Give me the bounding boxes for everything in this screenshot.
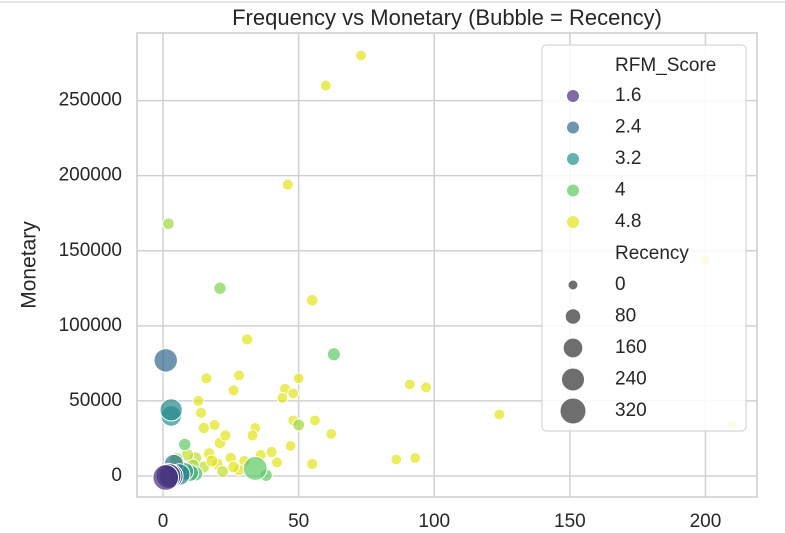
legend-label: 4	[615, 180, 626, 201]
legend-label: 4.8	[615, 211, 641, 232]
legend-swatch	[566, 215, 580, 229]
bubble	[152, 464, 180, 491]
legend-label: 80	[615, 306, 636, 327]
bubble	[200, 372, 213, 385]
legend-box	[541, 44, 747, 432]
legend-swatch	[566, 89, 580, 103]
legend-label: 240	[615, 369, 647, 390]
bubble	[265, 445, 278, 459]
x-tick-label: 200	[690, 511, 722, 532]
legend-label: 0	[615, 274, 626, 295]
legend-title: RFM_Score	[615, 55, 716, 76]
x-tick-label: 150	[554, 511, 586, 532]
bubble	[246, 429, 259, 442]
legend-label: 1.6	[615, 85, 641, 106]
legend-size-swatch	[560, 367, 586, 392]
bubble	[240, 333, 254, 346]
x-tick-label: 50	[288, 511, 309, 532]
legend-label: 320	[615, 400, 647, 421]
legend-label: 2.4	[615, 117, 642, 138]
plot-frame	[136, 32, 758, 498]
bubble	[306, 457, 319, 471]
legend-size-swatch	[562, 337, 584, 359]
bubble	[420, 381, 433, 394]
bubble	[326, 347, 341, 362]
bubble	[178, 437, 192, 452]
bubble	[219, 429, 232, 442]
bubble	[153, 348, 178, 373]
legend: RFM_Score 1.6 2.4 3.2 4 4.8 Recency 0 80 160 240 32…	[541, 44, 747, 432]
legend-swatch	[566, 152, 580, 166]
bubble	[308, 414, 321, 427]
bubble	[390, 453, 403, 466]
bubble	[287, 387, 300, 400]
legend-swatch	[566, 183, 580, 198]
bubble	[281, 178, 294, 191]
bubble	[162, 217, 175, 231]
bubble	[197, 421, 210, 435]
bubble	[403, 378, 416, 391]
bubble	[216, 465, 230, 478]
bubble	[232, 369, 245, 382]
legend-swatch	[566, 120, 580, 135]
bubble	[305, 293, 319, 307]
legend-title: Recency	[615, 243, 689, 264]
y-tick-label: 200000	[59, 165, 122, 186]
y-tick-label: 150000	[59, 240, 122, 261]
bubble	[205, 454, 219, 468]
bubble	[319, 79, 332, 92]
bubble	[194, 406, 208, 420]
bubble	[270, 456, 283, 469]
x-tick-label: 100	[418, 511, 450, 532]
bubble	[325, 428, 338, 440]
points	[152, 49, 739, 491]
bubble	[208, 418, 221, 431]
legend-size-swatch	[564, 308, 582, 325]
y-axis-label: Monetary	[18, 221, 41, 309]
y-tick-label: 0	[111, 465, 122, 486]
x-tick-label: 0	[158, 511, 169, 532]
legend-size-swatch	[567, 279, 579, 291]
y-tick-label: 250000	[59, 90, 122, 111]
bubble	[355, 49, 367, 62]
bubble	[292, 418, 306, 432]
legend-size-swatch	[559, 397, 587, 425]
bubble	[409, 452, 422, 464]
bubble	[292, 372, 305, 385]
y-tick-label: 50000	[69, 390, 122, 411]
bubble	[284, 440, 297, 452]
bubble	[227, 384, 240, 397]
chart-title: Frequency vs Monetary (Bubble = Recency)	[232, 5, 662, 30]
bubble	[276, 391, 289, 404]
bubble	[213, 281, 227, 295]
y-tick-label: 100000	[59, 315, 122, 336]
legend-label: 3.2	[615, 148, 641, 169]
bubble	[493, 408, 506, 421]
bubble	[242, 456, 268, 481]
bubble	[159, 398, 183, 422]
legend-label: 160	[615, 337, 647, 358]
bubble	[227, 460, 240, 474]
bubble	[192, 394, 205, 407]
